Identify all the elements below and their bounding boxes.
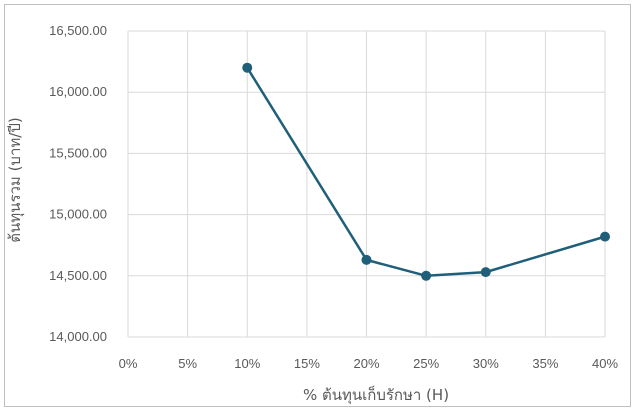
series-group xyxy=(242,62,610,281)
data-point-2 xyxy=(421,270,432,281)
data-point-3 xyxy=(480,267,491,278)
x-tick-label: 30% xyxy=(473,356,499,371)
x-axis-ticks: 0% 5% 10% 15% 20% 25% 30% 35% 40% xyxy=(119,356,619,371)
y-tick-label: 15,500.00 xyxy=(49,145,107,160)
data-point-1 xyxy=(361,254,372,265)
x-tick-label: 10% xyxy=(234,356,260,371)
gridlines xyxy=(127,30,606,338)
x-tick-label: 20% xyxy=(353,356,379,371)
y-tick-label: 15,000.00 xyxy=(49,207,107,222)
y-axis-ticks: 14,000.00 14,500.00 15,000.00 15,500.00 16,0… xyxy=(49,23,107,344)
y-tick-label: 16,000.00 xyxy=(49,84,107,99)
data-point-0 xyxy=(242,62,253,73)
x-tick-label: 15% xyxy=(294,356,320,371)
y-tick-label: 14,000.00 xyxy=(49,329,107,344)
x-axis-title: % ต้นทุนเก็บรักษา (H) xyxy=(303,385,449,405)
y-axis-title: ต้นทุนรวม (บาท/ปี) xyxy=(6,117,25,242)
x-tick-label: 40% xyxy=(592,356,618,371)
x-tick-label: 0% xyxy=(119,356,138,371)
data-point-4 xyxy=(600,231,610,242)
y-tick-label: 14,500.00 xyxy=(49,268,107,283)
chart-frame xyxy=(4,4,631,407)
x-tick-label: 35% xyxy=(532,356,558,371)
x-tick-label: 5% xyxy=(178,356,197,371)
x-tick-label: 25% xyxy=(413,356,439,371)
y-tick-label: 16,500.00 xyxy=(49,23,107,38)
